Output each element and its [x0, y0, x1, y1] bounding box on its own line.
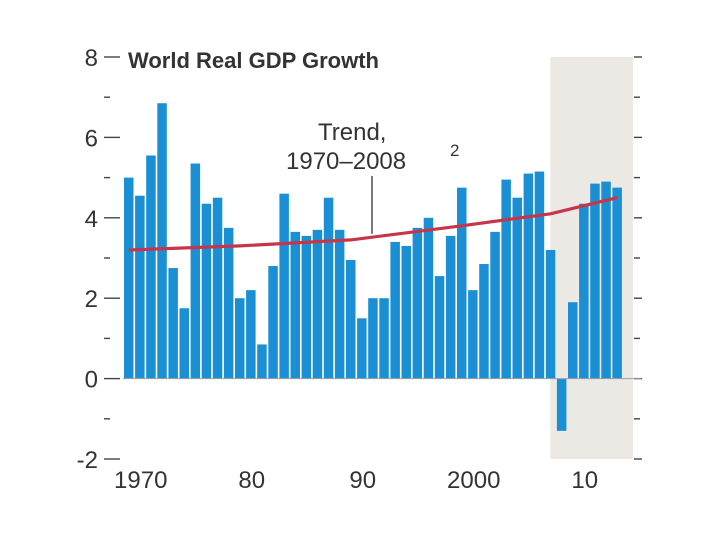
x-tick-label: 10	[571, 467, 598, 494]
bar-1976	[190, 163, 201, 379]
bar-1984	[279, 193, 289, 379]
bar-1990	[346, 260, 356, 379]
trend-label-years: 1970–2008	[286, 148, 406, 175]
y-tick-label: 0	[85, 367, 98, 394]
bar-1972	[146, 155, 156, 379]
bar-1974	[168, 268, 178, 379]
bar-1973	[157, 103, 167, 379]
y-tick-label: 8	[85, 45, 98, 72]
x-tick-label: 2000	[447, 467, 500, 494]
bar-1983	[268, 266, 278, 379]
bar-1995	[401, 245, 411, 379]
trend-footnote: 2	[450, 141, 459, 160]
bar-1991	[357, 318, 367, 379]
bar-1971	[135, 195, 145, 379]
bar-1986	[301, 235, 312, 379]
bar-1980	[235, 298, 245, 379]
y-axis-labels: 8 6 4 2 0 -2	[77, 45, 98, 474]
bar-2004	[501, 179, 511, 379]
bar-2000	[457, 187, 467, 379]
chart-title: World Real GDP Growth	[128, 48, 379, 73]
bar-1993	[379, 298, 389, 379]
bar-1987	[312, 229, 323, 379]
bar-1985	[290, 231, 300, 379]
bar-1997	[423, 217, 434, 379]
bar-2013	[601, 181, 611, 379]
bar-2011	[579, 203, 589, 379]
x-axis-labels: 1970 80 90 2000 10	[114, 467, 598, 494]
bar-1989	[334, 229, 345, 379]
bar-2001	[468, 290, 478, 379]
y-tick-marks	[104, 56, 642, 460]
bar-2014	[612, 187, 622, 379]
bar-1994	[390, 241, 400, 379]
bar-1992	[368, 298, 378, 379]
bar-2005	[512, 197, 522, 379]
bar-2008	[545, 249, 556, 379]
bar-1999	[445, 235, 456, 379]
bar-2010	[568, 302, 578, 379]
x-tick-label: 90	[349, 467, 376, 494]
y-tick-label: 4	[85, 206, 98, 233]
y-tick-label: -2	[77, 447, 98, 474]
bar-1979	[223, 227, 234, 379]
bar-2006	[523, 173, 534, 379]
bar-1970	[124, 177, 134, 379]
bar-2012	[590, 183, 600, 379]
bar-1998	[434, 276, 445, 379]
y-tick-label: 6	[85, 125, 98, 152]
x-tick-label: 1970	[114, 467, 167, 494]
bar-1975	[179, 308, 189, 379]
bar-1977	[201, 203, 212, 379]
bar-2009	[556, 378, 567, 431]
bar-1981	[246, 290, 256, 379]
y-tick-label: 2	[85, 286, 98, 313]
bar-1982	[257, 344, 267, 379]
bar-2003	[490, 231, 500, 379]
bar-2002	[479, 264, 489, 379]
trend-label: Trend,	[318, 119, 386, 146]
bar-2007	[534, 171, 545, 379]
bar-1978	[212, 197, 223, 379]
bar-1988	[323, 197, 334, 379]
x-tick-label: 80	[238, 467, 265, 494]
bar-series	[124, 103, 622, 431]
trend-line	[128, 196, 618, 252]
bar-1996	[412, 227, 423, 379]
